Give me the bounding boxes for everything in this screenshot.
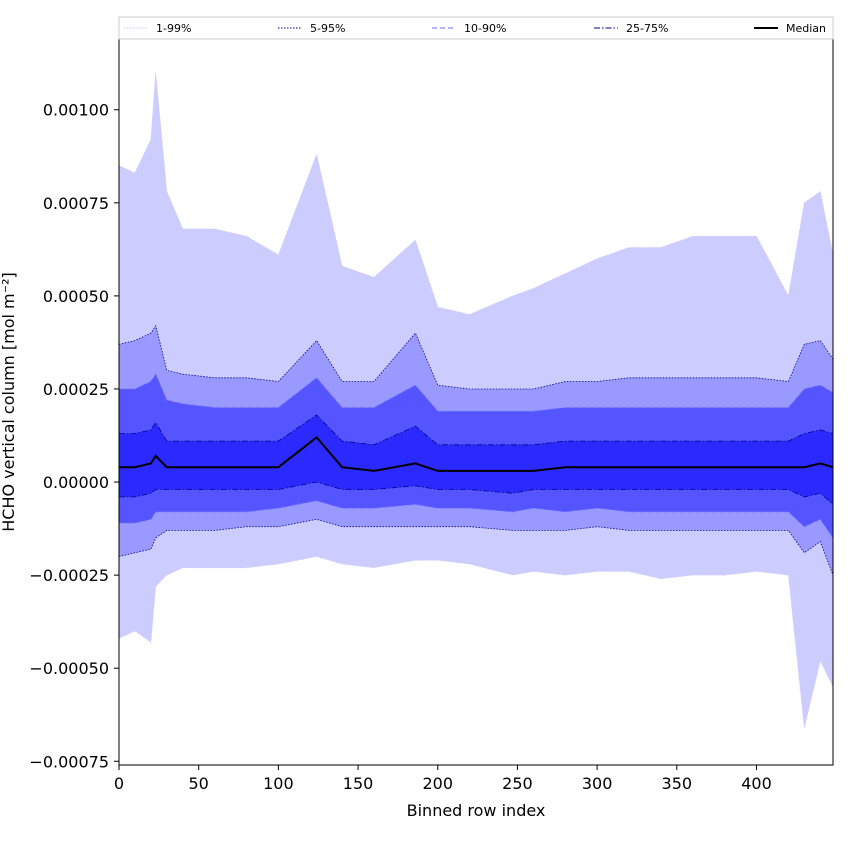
y-tick-label: −0.00025 bbox=[29, 566, 109, 585]
y-tick-label: 0.00075 bbox=[43, 194, 109, 213]
legend-label-1-99: 1-99% bbox=[156, 22, 191, 35]
x-tick-label: 250 bbox=[502, 774, 533, 793]
x-tick-label: 100 bbox=[263, 774, 294, 793]
y-tick-label: 0.00100 bbox=[43, 101, 109, 120]
legend-label-5-95: 5-95% bbox=[310, 22, 345, 35]
y-tick-label: −0.00050 bbox=[29, 659, 109, 678]
plot-area bbox=[119, 72, 833, 728]
y-axis-label: HCHO vertical column [mol m⁻²] bbox=[0, 272, 18, 531]
line-5-95-lower bbox=[119, 518, 833, 576]
legend-box bbox=[118, 16, 834, 40]
axes: 0 50 100 150 200 250 300 350 400 −0.00075 −0.00050… bbox=[29, 38, 834, 793]
line-5-95-upper bbox=[119, 324, 833, 390]
y-tick-label: 0.00000 bbox=[43, 473, 109, 492]
line-median bbox=[119, 436, 833, 472]
legend-label-10-90: 10-90% bbox=[464, 22, 506, 35]
legend-label-median: Median bbox=[786, 22, 826, 35]
y-tick-label: −0.00075 bbox=[29, 752, 109, 771]
legend-label-25-75: 25-75% bbox=[626, 22, 668, 35]
x-tick-label: 350 bbox=[662, 774, 693, 793]
y-tick-label: 0.00025 bbox=[43, 380, 109, 399]
line-1-99-upper bbox=[119, 72, 833, 315]
line-10-90-lower bbox=[119, 500, 833, 539]
line-25-75-upper bbox=[119, 414, 833, 446]
line-1-99-lower bbox=[119, 556, 833, 728]
legend: 1-99% 5-95% 10-90% 25-75% Median bbox=[118, 16, 834, 40]
x-tick-label: 0 bbox=[114, 774, 124, 793]
band-25-75 bbox=[119, 415, 833, 505]
x-axis-label: Binned row index bbox=[407, 801, 546, 820]
x-tick-label: 400 bbox=[741, 774, 772, 793]
x-tick-label: 150 bbox=[343, 774, 374, 793]
x-tick-label: 300 bbox=[582, 774, 613, 793]
x-tick-label: 50 bbox=[189, 774, 209, 793]
line-25-75-lower bbox=[119, 481, 833, 505]
y-tick-label: 0.00050 bbox=[43, 287, 109, 306]
x-tick-label: 200 bbox=[422, 774, 453, 793]
